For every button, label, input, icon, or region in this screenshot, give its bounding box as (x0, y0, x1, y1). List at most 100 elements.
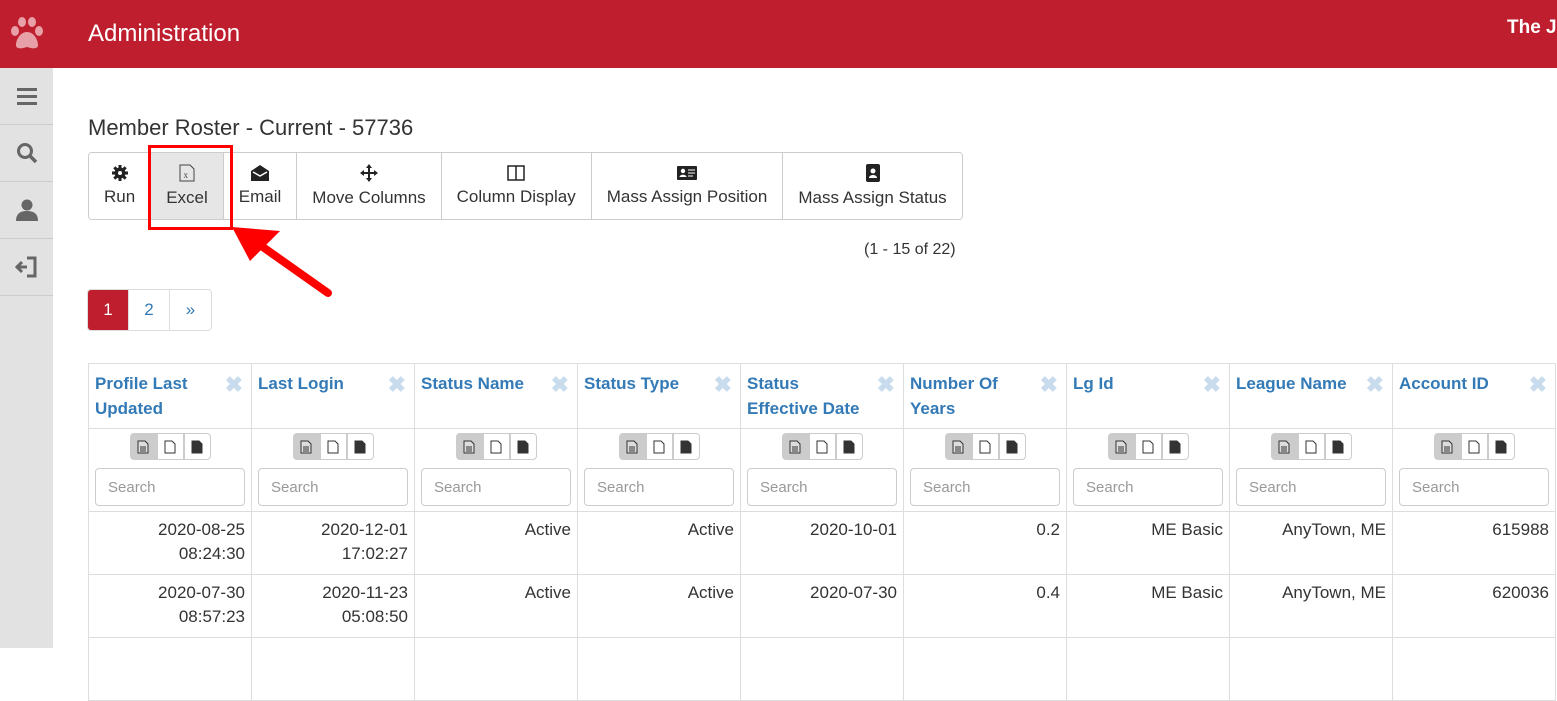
red-arrow-annotation (232, 227, 332, 297)
table-cell: 2020-11-23 05:08:50 (251, 574, 415, 638)
page-2[interactable]: 2 (129, 290, 170, 330)
column-title: Status Effective Date (747, 374, 860, 418)
table-row[interactable]: 2020-08-25 08:24:30 2020-12-01 17:02:27 … (88, 511, 1556, 575)
blank-doc-icon[interactable] (645, 433, 673, 460)
table-row[interactable]: 2020-07-30 08:57:23 2020-11-23 05:08:50 … (88, 574, 1556, 638)
blank-doc-icon[interactable] (971, 433, 999, 460)
filled-doc-icon[interactable] (1161, 433, 1189, 460)
column-header[interactable]: Status Type ✖ (577, 363, 741, 429)
run-button[interactable]: Run (89, 153, 152, 219)
table-cell: ME Basic (1066, 574, 1230, 638)
remove-column-icon[interactable]: ✖ (713, 372, 732, 397)
detail-doc-icon[interactable] (1433, 433, 1461, 460)
email-button[interactable]: Email (223, 153, 298, 219)
user-icon (15, 199, 38, 221)
column-title: Number Of Years (910, 374, 998, 418)
detail-doc-icon[interactable] (618, 433, 646, 460)
column-title: Status Type (584, 374, 680, 393)
blank-doc-icon[interactable] (319, 433, 347, 460)
column-title: Profile Last Updated (95, 374, 188, 418)
move-icon (359, 164, 378, 182)
blank-doc-icon[interactable] (808, 433, 836, 460)
sidebar-user-button[interactable] (0, 182, 53, 239)
remove-column-icon[interactable]: ✖ (387, 372, 406, 397)
sidebar-logout-button[interactable] (0, 239, 53, 296)
table-cell (1066, 637, 1230, 701)
column-title: Lg Id (1073, 374, 1114, 393)
page-next[interactable]: » (185, 300, 196, 319)
remove-column-icon[interactable]: ✖ (550, 372, 569, 397)
remove-column-icon[interactable]: ✖ (1202, 372, 1221, 397)
remove-column-icon[interactable]: ✖ (1528, 372, 1547, 397)
column-search-input[interactable] (1236, 468, 1386, 506)
filled-doc-icon[interactable] (672, 433, 700, 460)
mass-assign-status-button[interactable]: Mass Assign Status (783, 153, 962, 219)
filled-doc-icon[interactable] (1324, 433, 1352, 460)
remove-column-icon[interactable]: ✖ (1039, 372, 1058, 397)
filled-doc-icon[interactable] (509, 433, 537, 460)
detail-doc-icon[interactable] (292, 433, 320, 460)
column-title: Last Login (258, 374, 344, 393)
detail-doc-icon[interactable] (1107, 433, 1135, 460)
pagination: 1 2 » (87, 289, 212, 331)
column-search-input[interactable] (258, 468, 408, 506)
table-row[interactable] (88, 637, 1556, 701)
sidebar-menu-button[interactable] (0, 68, 53, 125)
column-header[interactable]: Status Name ✖ (414, 363, 578, 429)
top-bar: Administration The J (0, 0, 1557, 68)
column-display-button[interactable]: Column Display (441, 153, 592, 219)
column-search-input[interactable] (1073, 468, 1223, 506)
column-header[interactable]: Account ID ✖ (1392, 363, 1556, 429)
column-search-input[interactable] (95, 468, 245, 506)
move-columns-button[interactable]: Move Columns (297, 153, 442, 219)
column-header[interactable]: Last Login ✖ (251, 363, 415, 429)
remove-column-icon[interactable]: ✖ (876, 372, 895, 397)
filled-doc-icon[interactable] (998, 433, 1026, 460)
sidebar (0, 68, 53, 648)
remove-column-icon[interactable]: ✖ (224, 372, 243, 397)
app-title: Administration (88, 20, 241, 47)
table-cell: 0.4 (903, 574, 1067, 638)
column-header[interactable]: Profile Last Updated ✖ (88, 363, 252, 429)
blank-doc-icon[interactable] (1134, 433, 1162, 460)
column-header[interactable]: League Name ✖ (1229, 363, 1393, 429)
blank-doc-icon[interactable] (1460, 433, 1488, 460)
filled-doc-icon[interactable] (183, 433, 211, 460)
sidebar-search-button[interactable] (0, 125, 53, 182)
column-search-input[interactable] (747, 468, 897, 506)
column-header[interactable]: Status Effective Date ✖ (740, 363, 904, 429)
highlight-box (148, 145, 233, 230)
page-1[interactable]: 1 (88, 290, 129, 330)
envelope-open-icon (251, 165, 270, 181)
column-title: Account ID (1399, 374, 1489, 393)
remove-column-icon[interactable]: ✖ (1365, 372, 1384, 397)
column-search-input[interactable] (910, 468, 1060, 506)
toolbar: Run x Excel Email Move Columns Column Dis… (88, 152, 963, 220)
column-header[interactable]: Lg Id ✖ (1066, 363, 1230, 429)
column-filter-cell (1229, 428, 1393, 512)
excel-button[interactable]: x Excel (151, 153, 224, 219)
mass-assign-position-button[interactable]: Mass Assign Position (591, 153, 784, 219)
column-header[interactable]: Number Of Years ✖ (903, 363, 1067, 429)
detail-doc-icon[interactable] (455, 433, 483, 460)
column-search-input[interactable] (421, 468, 571, 506)
detail-doc-icon[interactable] (1270, 433, 1298, 460)
column-search-input[interactable] (1399, 468, 1549, 506)
filled-doc-icon[interactable] (346, 433, 374, 460)
excel-file-icon: x (179, 164, 195, 182)
detail-doc-icon[interactable] (129, 433, 157, 460)
table-cell: 615988 (1392, 511, 1556, 575)
filled-doc-icon[interactable] (1487, 433, 1515, 460)
blank-doc-icon[interactable] (482, 433, 510, 460)
table-cell: Active (414, 574, 578, 638)
logout-icon (14, 256, 36, 278)
filled-doc-icon[interactable] (835, 433, 863, 460)
detail-doc-icon[interactable] (944, 433, 972, 460)
page-title: Member Roster - Current - 57736 (88, 115, 414, 140)
detail-doc-icon[interactable] (781, 433, 809, 460)
column-search-input[interactable] (584, 468, 734, 506)
move-columns-label: Move Columns (312, 188, 426, 207)
blank-doc-icon[interactable] (1297, 433, 1325, 460)
blank-doc-icon[interactable] (156, 433, 184, 460)
table-cell: Active (414, 511, 578, 575)
